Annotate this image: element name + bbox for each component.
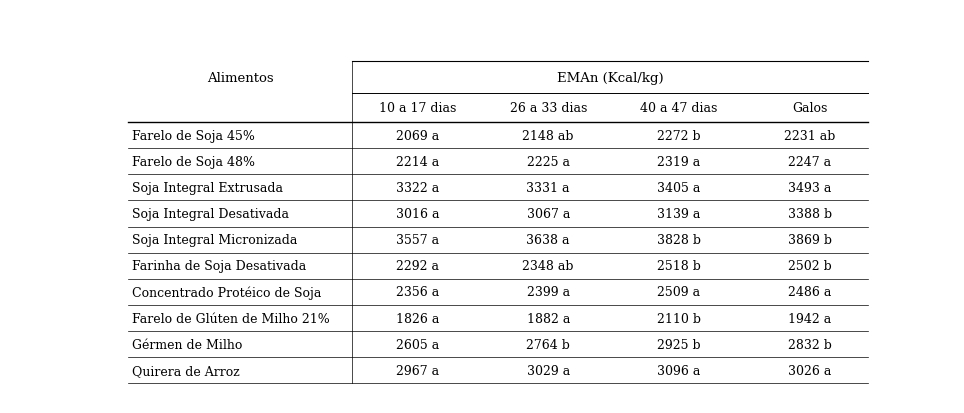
Text: 2967 a: 2967 a <box>396 364 439 377</box>
Text: 2292 a: 2292 a <box>396 260 439 273</box>
Text: Soja Integral Extrusada: Soja Integral Extrusada <box>132 181 282 195</box>
Text: 2214 a: 2214 a <box>396 155 439 169</box>
Text: EMAn (Kcal/kg): EMAn (Kcal/kg) <box>556 72 663 85</box>
Text: Farelo de Soja 48%: Farelo de Soja 48% <box>132 155 254 169</box>
Text: 2925 b: 2925 b <box>657 338 701 351</box>
Text: 3405 a: 3405 a <box>657 181 701 195</box>
Text: 3869 b: 3869 b <box>788 234 832 247</box>
Text: 2231 ab: 2231 ab <box>784 129 836 142</box>
Text: 2356 a: 2356 a <box>396 286 439 299</box>
Text: 2832 b: 2832 b <box>788 338 832 351</box>
Text: Soja Integral Micronizada: Soja Integral Micronizada <box>132 234 297 247</box>
Text: 3493 a: 3493 a <box>788 181 831 195</box>
Text: 2605 a: 2605 a <box>396 338 439 351</box>
Text: 1942 a: 1942 a <box>789 312 831 325</box>
Text: 2502 b: 2502 b <box>788 260 832 273</box>
Text: Soja Integral Desativada: Soja Integral Desativada <box>132 207 288 221</box>
Text: 2069 a: 2069 a <box>396 129 439 142</box>
Text: 2509 a: 2509 a <box>657 286 701 299</box>
Text: 2518 b: 2518 b <box>657 260 701 273</box>
Text: Farinha de Soja Desativada: Farinha de Soja Desativada <box>132 260 306 273</box>
Text: Gérmen de Milho: Gérmen de Milho <box>132 338 242 351</box>
Text: 26 a 33 dias: 26 a 33 dias <box>510 102 587 115</box>
Text: Galos: Galos <box>792 102 827 115</box>
Text: 3026 a: 3026 a <box>788 364 831 377</box>
Text: 2486 a: 2486 a <box>788 286 831 299</box>
Text: 2399 a: 2399 a <box>526 286 570 299</box>
Text: 3331 a: 3331 a <box>526 181 570 195</box>
Text: 3067 a: 3067 a <box>526 207 570 221</box>
Text: 2110 b: 2110 b <box>656 312 701 325</box>
Text: 3139 a: 3139 a <box>657 207 701 221</box>
Text: 3096 a: 3096 a <box>657 364 701 377</box>
Text: 3388 b: 3388 b <box>788 207 832 221</box>
Text: Quirera de Arroz: Quirera de Arroz <box>132 364 239 377</box>
Text: 2272 b: 2272 b <box>657 129 701 142</box>
Text: 3638 a: 3638 a <box>526 234 570 247</box>
Text: 10 a 17 dias: 10 a 17 dias <box>379 102 456 115</box>
Text: Farelo de Soja 45%: Farelo de Soja 45% <box>132 129 254 142</box>
Text: 1826 a: 1826 a <box>396 312 440 325</box>
Text: 40 a 47 dias: 40 a 47 dias <box>640 102 717 115</box>
Text: 2225 a: 2225 a <box>526 155 570 169</box>
Text: 3557 a: 3557 a <box>396 234 439 247</box>
Text: 2148 ab: 2148 ab <box>522 129 574 142</box>
Text: 2247 a: 2247 a <box>789 155 831 169</box>
Text: 2319 a: 2319 a <box>657 155 701 169</box>
Text: Alimentos: Alimentos <box>206 72 274 85</box>
Text: Concentrado Protéico de Soja: Concentrado Protéico de Soja <box>132 285 321 299</box>
Text: 3828 b: 3828 b <box>656 234 701 247</box>
Text: 2348 ab: 2348 ab <box>522 260 574 273</box>
Text: 3016 a: 3016 a <box>396 207 440 221</box>
Text: Farelo de Glúten de Milho 21%: Farelo de Glúten de Milho 21% <box>132 312 330 325</box>
Text: 3322 a: 3322 a <box>396 181 439 195</box>
Text: 3029 a: 3029 a <box>526 364 570 377</box>
Text: 2764 b: 2764 b <box>526 338 570 351</box>
Text: 1882 a: 1882 a <box>526 312 570 325</box>
